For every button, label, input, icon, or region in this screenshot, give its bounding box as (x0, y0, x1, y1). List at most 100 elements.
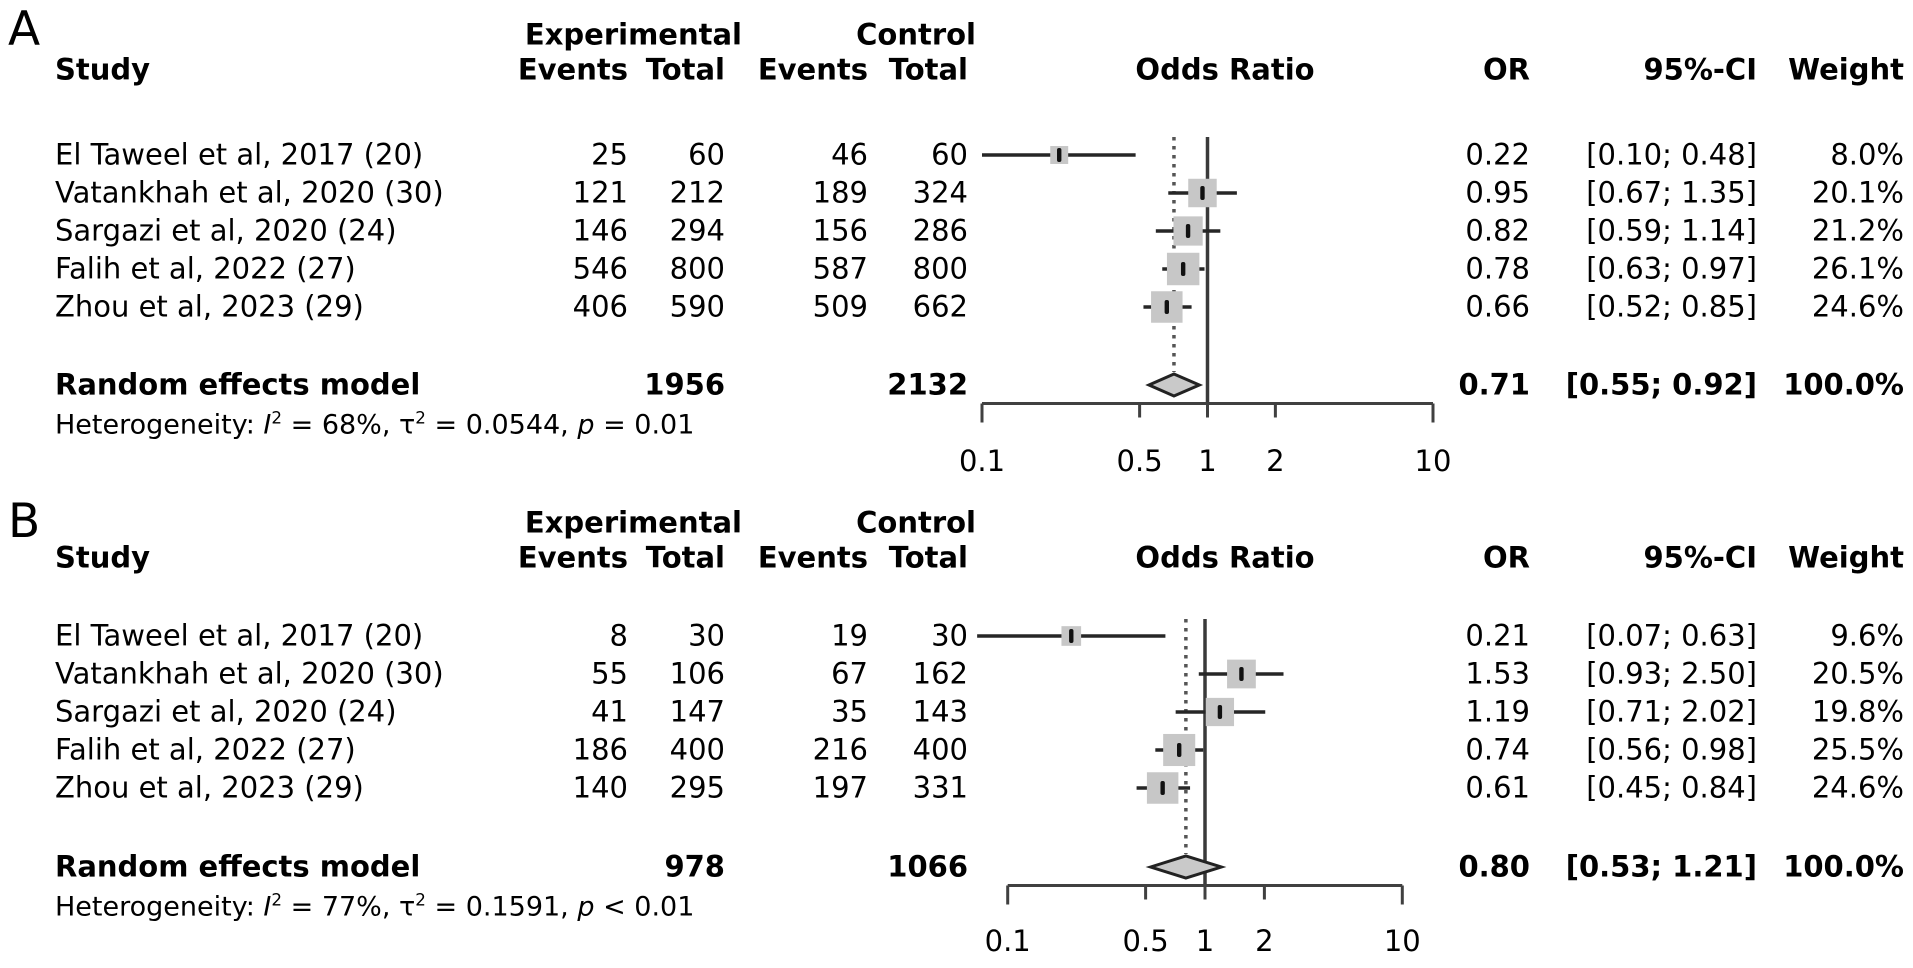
heterogeneity-text: Heterogeneity: I2 = 68%, τ2 = 0.0544, p … (55, 407, 695, 441)
summary-ci-value: [0.53; 1.21] (1565, 849, 1757, 884)
ctrl-events-value: 189 (812, 175, 868, 210)
header-experimental-group: Experimental (524, 505, 742, 540)
ctrl-total-value: 331 (912, 770, 968, 805)
ci-value: [0.71; 2.02] (1586, 694, 1757, 729)
or-value: 0.78 (1465, 251, 1530, 286)
summary-diamond (1145, 372, 1204, 398)
ctrl-events-value: 156 (812, 213, 868, 248)
ci-value: [0.93; 2.50] (1586, 656, 1757, 691)
ctrl-events-value: 509 (812, 289, 868, 324)
header-exp-events: Events (517, 540, 628, 575)
axis-tick-label: 1 (1198, 444, 1216, 478)
header-ci: 95%-CI (1643, 52, 1757, 87)
exp-events-value: 8 (609, 618, 628, 653)
ci-value: [0.67; 1.35] (1586, 175, 1757, 210)
axis-tick-label: 2 (1266, 444, 1284, 478)
ctrl-total-value: 800 (912, 251, 968, 286)
weight-value: 20.1% (1811, 175, 1904, 210)
header-ctrl-total: Total (888, 540, 968, 575)
study-name: Vatankhah et al, 2020 (30) (55, 656, 444, 691)
header-experimental-group: Experimental (524, 17, 742, 52)
summary-label: Random effects model (55, 367, 421, 402)
study-name: Falih et al, 2022 (27) (55, 732, 356, 767)
weight-value: 21.2% (1811, 213, 1904, 248)
axis-tick-label: 0.1 (959, 444, 1005, 478)
estimate-square (1166, 252, 1200, 286)
exp-total-value: 30 (688, 618, 725, 653)
or-value: 0.82 (1465, 213, 1530, 248)
panel-letter: B (8, 494, 41, 549)
ctrl-total-value: 286 (912, 213, 968, 248)
header-ctrl-total: Total (888, 52, 968, 87)
weight-value: 8.0% (1830, 137, 1904, 172)
exp-events-value: 140 (572, 770, 628, 805)
header-study: Study (55, 540, 151, 575)
estimate-square (1205, 697, 1235, 727)
estimate-square (1146, 772, 1179, 804)
axis-tick-label: 1 (1196, 924, 1214, 958)
or-value: 0.21 (1465, 618, 1530, 653)
ci-value: [0.45; 0.84] (1586, 770, 1757, 805)
summary-or-value: 0.80 (1458, 849, 1530, 884)
exp-events-value: 121 (572, 175, 628, 210)
point-marker (1164, 300, 1170, 314)
weight-value: 25.5% (1811, 732, 1904, 767)
estimate-square (1050, 146, 1069, 164)
header-weight: Weight (1788, 52, 1904, 87)
ctrl-events-value: 67 (831, 656, 868, 691)
estimate-square (1227, 659, 1256, 689)
ctrl-events-value: 587 (812, 251, 868, 286)
point-marker (1180, 262, 1186, 276)
or-value: 0.61 (1465, 770, 1530, 805)
forest-plot-panel-B: 0.1 0.5 1 2 10 (977, 619, 1421, 958)
header-exp-total: Total (645, 540, 725, 575)
or-value: 1.53 (1465, 656, 1530, 691)
estimate-square (1061, 626, 1082, 646)
ctrl-events-value: 19 (831, 618, 868, 653)
header-control-group: Control (856, 17, 976, 52)
ci-value: [0.63; 0.97] (1586, 251, 1757, 286)
estimate-square (1173, 216, 1203, 246)
estimate-square (1151, 291, 1183, 323)
header-ctrl-events: Events (757, 52, 868, 87)
exp-events-value: 41 (591, 694, 628, 729)
ctrl-events-value: 216 (812, 732, 868, 767)
exp-total-value: 800 (669, 251, 725, 286)
exp-events-value: 25 (591, 137, 628, 172)
weight-value: 20.5% (1811, 656, 1904, 691)
ctrl-total-value: 400 (912, 732, 968, 767)
point-marker (1217, 705, 1223, 719)
exp-total-value: 400 (669, 732, 725, 767)
exp-total-value: 60 (688, 137, 725, 172)
panel-letter: A (8, 2, 41, 57)
weight-value: 26.1% (1811, 251, 1904, 286)
ctrl-events-value: 197 (812, 770, 868, 805)
exp-total-value: 147 (669, 694, 725, 729)
weight-value: 19.8% (1811, 694, 1904, 729)
axis-tick-label: 0.1 (985, 924, 1031, 958)
study-name: Sargazi et al, 2020 (24) (55, 694, 397, 729)
ctrl-events-value: 35 (831, 694, 868, 729)
ci-value: [0.10; 0.48] (1586, 137, 1757, 172)
header-or: OR (1483, 52, 1530, 87)
point-marker (1239, 667, 1244, 681)
exp-events-value: 546 (572, 251, 628, 286)
header-or: OR (1483, 540, 1530, 575)
ctrl-total-value: 143 (912, 694, 968, 729)
ctrl-events-value: 46 (831, 137, 868, 172)
or-value: 0.22 (1465, 137, 1530, 172)
exp-total-value: 590 (669, 289, 725, 324)
ctrl-total-value: 662 (912, 289, 968, 324)
ci-value: [0.52; 0.85] (1586, 289, 1757, 324)
exp-events-value: 406 (572, 289, 628, 324)
ci-value: [0.59; 1.14] (1586, 213, 1757, 248)
heterogeneity-text: Heterogeneity: I2 = 77%, τ2 = 0.1591, p … (55, 889, 695, 923)
exp-total-value: 294 (669, 213, 725, 248)
or-value: 0.95 (1465, 175, 1530, 210)
estimate-square (1163, 733, 1196, 767)
summary-ctrl-total: 1066 (887, 849, 968, 884)
header-odds-ratio: Odds Ratio (1135, 540, 1315, 575)
ci-value: [0.07; 0.63] (1586, 618, 1757, 653)
axis-tick-label: 10 (1415, 444, 1452, 478)
point-marker (1176, 743, 1182, 757)
